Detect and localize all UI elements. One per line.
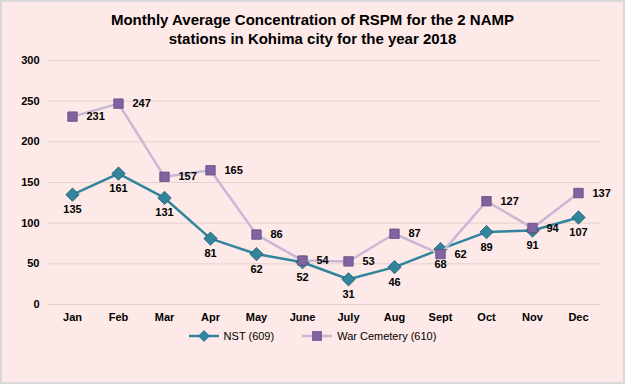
svg-text:91: 91	[526, 239, 538, 251]
svg-text:87: 87	[409, 227, 421, 239]
svg-text:165: 165	[225, 164, 243, 176]
svg-text:54: 54	[317, 254, 330, 266]
svg-text:Sept: Sept	[429, 311, 453, 323]
html-text:NST (609): NST (609)	[223, 330, 275, 342]
svg-text:81: 81	[204, 247, 216, 259]
svg-text:127: 127	[501, 195, 519, 207]
svg-text:300: 300	[21, 54, 39, 66]
svg-text:31: 31	[342, 288, 354, 300]
svg-text:94: 94	[547, 222, 560, 234]
svg-text:Jan: Jan	[63, 311, 82, 323]
svg-text:100: 100	[21, 217, 39, 229]
svg-text:62: 62	[250, 263, 262, 275]
svg-text:250: 250	[21, 95, 39, 107]
svg-text:Dec: Dec	[568, 311, 588, 323]
svg-text:247: 247	[133, 97, 151, 109]
svg-text:Oct: Oct	[477, 311, 496, 323]
svg-text:137: 137	[593, 187, 611, 199]
svg-text:161: 161	[109, 182, 127, 194]
svg-text:107: 107	[569, 226, 587, 238]
svg-text:June: June	[290, 311, 316, 323]
svg-text:131: 131	[155, 206, 173, 218]
html-text:Monthly Average Concentration: Monthly Average Concentration of RSPM fo…	[111, 11, 514, 47]
svg-text:0: 0	[33, 298, 39, 310]
svg-text:150: 150	[21, 176, 39, 188]
svg-text:July: July	[337, 311, 360, 323]
svg-text:157: 157	[179, 170, 197, 182]
svg-text:46: 46	[388, 276, 400, 288]
svg-text:Nov: Nov	[522, 311, 544, 323]
svg-text:May: May	[246, 311, 268, 323]
svg-text:Aug: Aug	[384, 311, 405, 323]
svg-text:Mar: Mar	[155, 311, 175, 323]
svg-text:86: 86	[271, 228, 283, 240]
svg-text:Feb: Feb	[109, 311, 129, 323]
svg-text:50: 50	[27, 257, 39, 269]
svg-text:62: 62	[455, 248, 467, 260]
svg-text:89: 89	[480, 241, 492, 253]
svg-text:231: 231	[87, 110, 105, 122]
svg-text:53: 53	[363, 255, 375, 267]
svg-text:135: 135	[63, 203, 81, 215]
svg-text:Apr: Apr	[201, 311, 221, 323]
svg-text:68: 68	[434, 258, 446, 270]
svg-text:200: 200	[21, 135, 39, 147]
svg-text:52: 52	[296, 271, 308, 283]
html-text:War Cemetery (610): War Cemetery (610)	[337, 330, 437, 342]
